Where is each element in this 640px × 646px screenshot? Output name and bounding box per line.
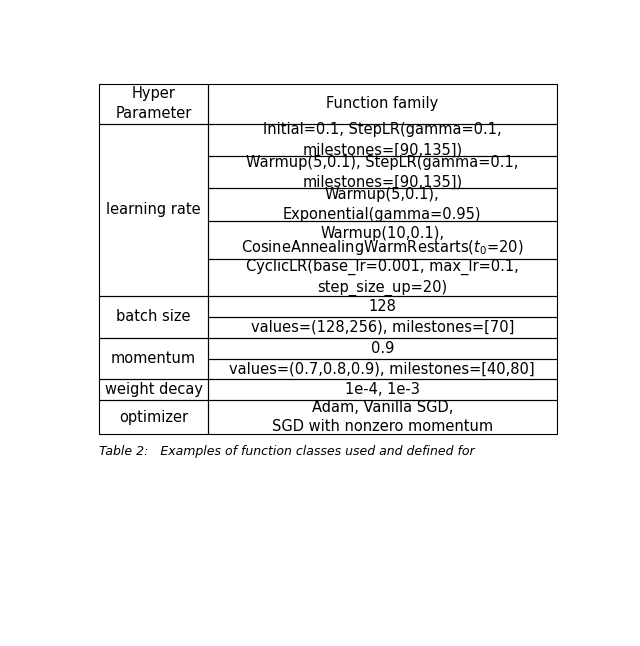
Text: momentum: momentum bbox=[111, 351, 196, 366]
Bar bbox=[99, 400, 208, 434]
Bar bbox=[208, 338, 557, 359]
Bar bbox=[208, 400, 557, 434]
Text: CosineAnnealingWarmRestarts($\mathit{t}_0$=20): CosineAnnealingWarmRestarts($\mathit{t}_… bbox=[241, 238, 524, 257]
Bar bbox=[99, 124, 208, 297]
Text: weight decay: weight decay bbox=[104, 382, 203, 397]
Text: learning rate: learning rate bbox=[106, 202, 201, 218]
Text: Adam, Vanilla SGD,
SGD with nonzero momentum: Adam, Vanilla SGD, SGD with nonzero mome… bbox=[272, 400, 493, 435]
Text: optimizer: optimizer bbox=[119, 410, 188, 424]
Text: values=(0.7,0.8,0.9), milestones=[40,80]: values=(0.7,0.8,0.9), milestones=[40,80] bbox=[229, 362, 535, 377]
Bar bbox=[208, 84, 557, 124]
Bar bbox=[208, 297, 557, 317]
Bar bbox=[208, 359, 557, 379]
Text: Warmup(5,0.1), StepLR(gamma=0.1,
milestones=[90,135]): Warmup(5,0.1), StepLR(gamma=0.1, milesto… bbox=[246, 155, 518, 190]
Text: Warmup(10,0.1),: Warmup(10,0.1), bbox=[320, 226, 444, 242]
Text: Initial=0.1, StepLR(gamma=0.1,
milestones=[90,135]): Initial=0.1, StepLR(gamma=0.1, milestone… bbox=[263, 123, 502, 157]
Text: 1e-4, 1e-3: 1e-4, 1e-3 bbox=[345, 382, 420, 397]
Bar bbox=[99, 297, 208, 338]
Text: 128: 128 bbox=[368, 299, 396, 314]
Text: CyclicLR(base_lr=0.001, max_lr=0.1,
step_size_up=20): CyclicLR(base_lr=0.001, max_lr=0.1, step… bbox=[246, 259, 518, 297]
Bar bbox=[208, 259, 557, 297]
Text: Hyper
Parameter: Hyper Parameter bbox=[115, 87, 192, 121]
Bar bbox=[208, 156, 557, 189]
Text: Function family: Function family bbox=[326, 96, 438, 111]
Text: 0.9: 0.9 bbox=[371, 340, 394, 356]
Bar bbox=[208, 221, 557, 259]
Bar bbox=[208, 124, 557, 156]
Text: batch size: batch size bbox=[116, 309, 191, 324]
Bar bbox=[208, 317, 557, 338]
Bar bbox=[208, 379, 557, 400]
Text: values=(128,256), milestones=[70]: values=(128,256), milestones=[70] bbox=[251, 320, 514, 335]
Bar bbox=[99, 379, 208, 400]
Bar bbox=[208, 189, 557, 221]
Text: Warmup(5,0.1),
Exponential(gamma=0.95): Warmup(5,0.1), Exponential(gamma=0.95) bbox=[283, 187, 481, 222]
Text: Table 2:   Examples of function classes used and defined for: Table 2: Examples of function classes us… bbox=[99, 445, 475, 458]
Bar bbox=[99, 338, 208, 379]
Bar bbox=[99, 84, 208, 124]
